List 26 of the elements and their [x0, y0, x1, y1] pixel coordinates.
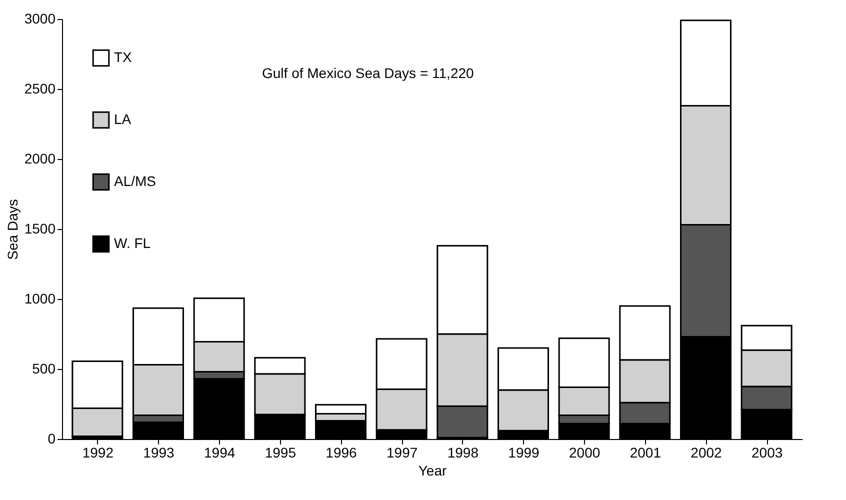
x-tick-label: 1994	[204, 444, 236, 460]
x-tick-label: 2003	[752, 444, 783, 460]
x-tick-label: 1992	[82, 444, 114, 460]
x-tick-label: 1999	[508, 444, 540, 460]
y-tick-label: 3000	[24, 10, 56, 26]
annotation: Gulf of Mexico Sea Days = 11,220	[262, 65, 474, 81]
y-tick-label: 2500	[24, 80, 56, 96]
y-tick-label: 1500	[24, 220, 56, 236]
legend-label: W. FL	[114, 235, 151, 251]
x-tick-label: 2002	[690, 444, 722, 460]
legend-label: LA	[114, 111, 132, 127]
y-tick-label: 1000	[24, 290, 56, 306]
y-tick-label: 2000	[24, 150, 56, 166]
x-tick-label: 1995	[264, 444, 296, 460]
y-tick-label: 500	[32, 360, 56, 376]
x-tick-label: 1998	[447, 444, 479, 460]
legend-label: TX	[114, 49, 133, 65]
y-axis-title: Sea Days	[4, 199, 20, 260]
x-axis-title: Year	[418, 462, 447, 478]
legend-label: AL/MS	[114, 173, 156, 189]
x-tick-label: 1997	[386, 444, 418, 460]
x-tick-label: 1996	[326, 444, 358, 460]
x-tick-label: 1993	[143, 444, 175, 460]
x-tick-label: 2001	[630, 444, 662, 460]
y-tick-label: 0	[48, 430, 56, 446]
x-tick-label: 2000	[569, 444, 600, 460]
